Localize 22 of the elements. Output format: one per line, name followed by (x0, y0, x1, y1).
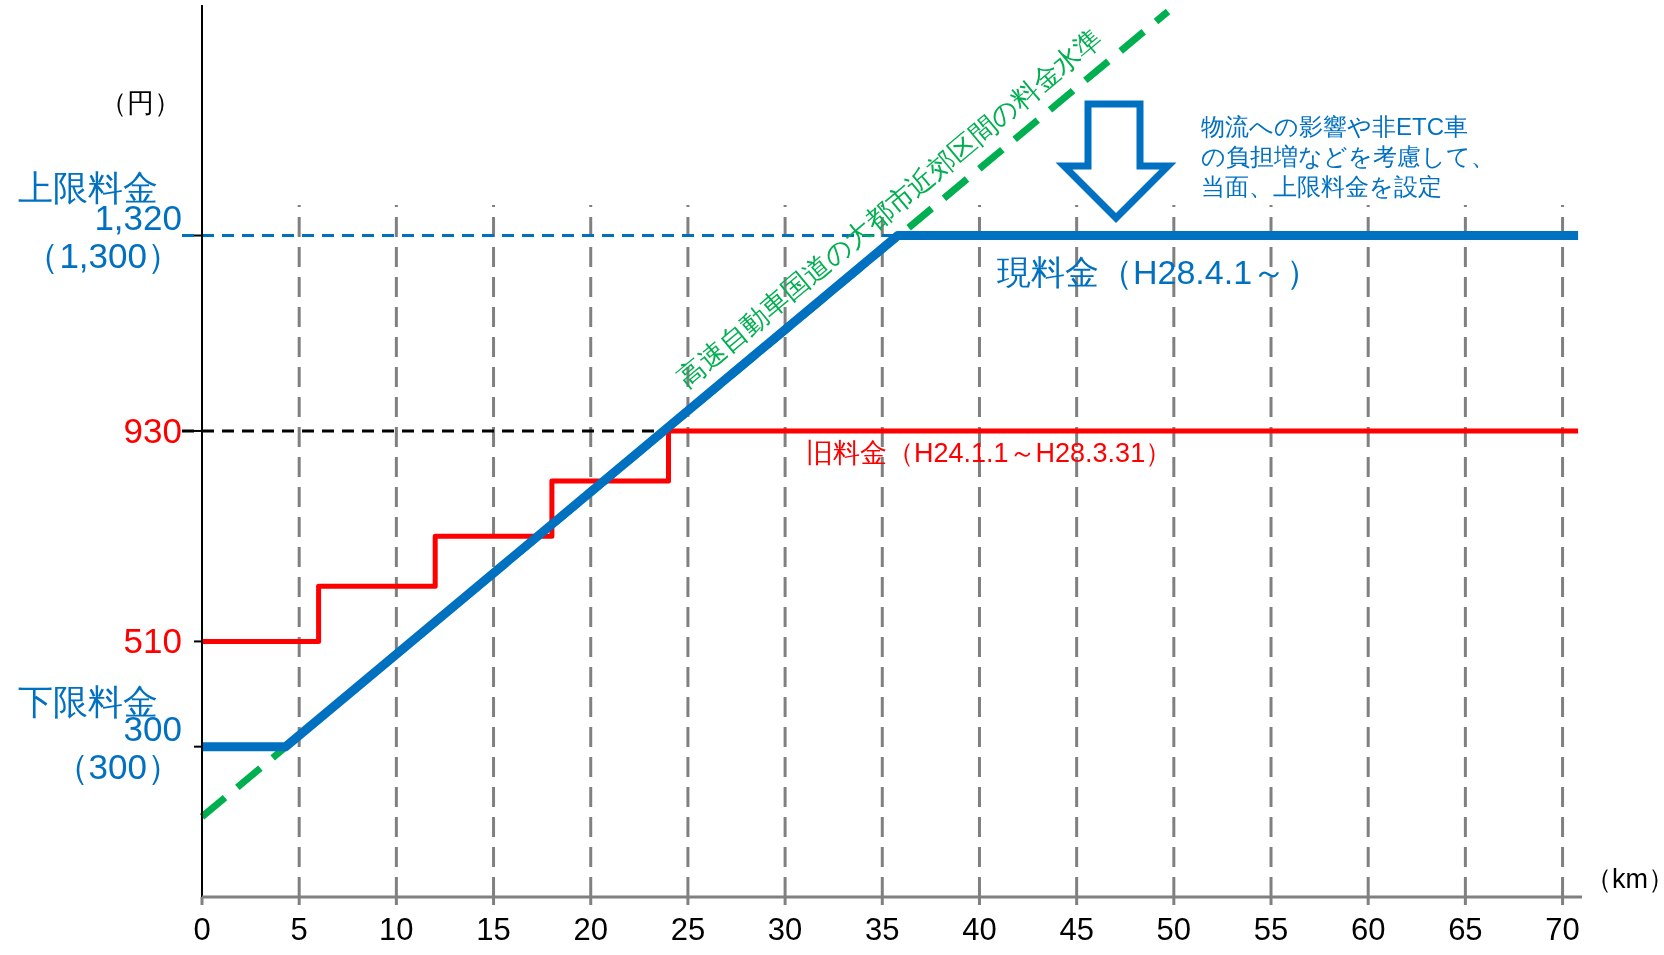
y-tick-label: 930 (123, 410, 182, 450)
x-tick-label: 40 (962, 912, 997, 947)
x-tick-label: 60 (1350, 912, 1386, 947)
x-tick-label: 15 (476, 912, 511, 947)
series-label: 旧料金（H24.1.1～H28.3.31） (806, 438, 1173, 468)
x-tick-label: 5 (290, 912, 308, 947)
x-tick-label: 20 (573, 912, 608, 947)
x-tick-label: 35 (865, 912, 900, 947)
x-tick-label: 70 (1545, 912, 1580, 947)
x-tick-label: 0 (193, 912, 211, 947)
y-tick-label: 510 (123, 621, 182, 661)
x-tick-label: 55 (1253, 912, 1289, 947)
x-tick-label: 30 (767, 912, 803, 947)
series-label: 現料金（H28.4.1～） (997, 253, 1321, 291)
x-axis-title: （km） (1585, 864, 1664, 894)
annotation: 物流への影響や非ETC車の負担増などを考慮して、当面、上限料金を設定 (1201, 113, 1495, 200)
x-tick-label: 10 (379, 912, 414, 947)
x-tick-label: 25 (670, 912, 706, 947)
x-tick-label: 50 (1156, 912, 1192, 947)
x-tick-label: 65 (1448, 912, 1483, 947)
x-tick-label: 45 (1059, 912, 1094, 947)
y-axis-title: （円） (99, 88, 181, 118)
